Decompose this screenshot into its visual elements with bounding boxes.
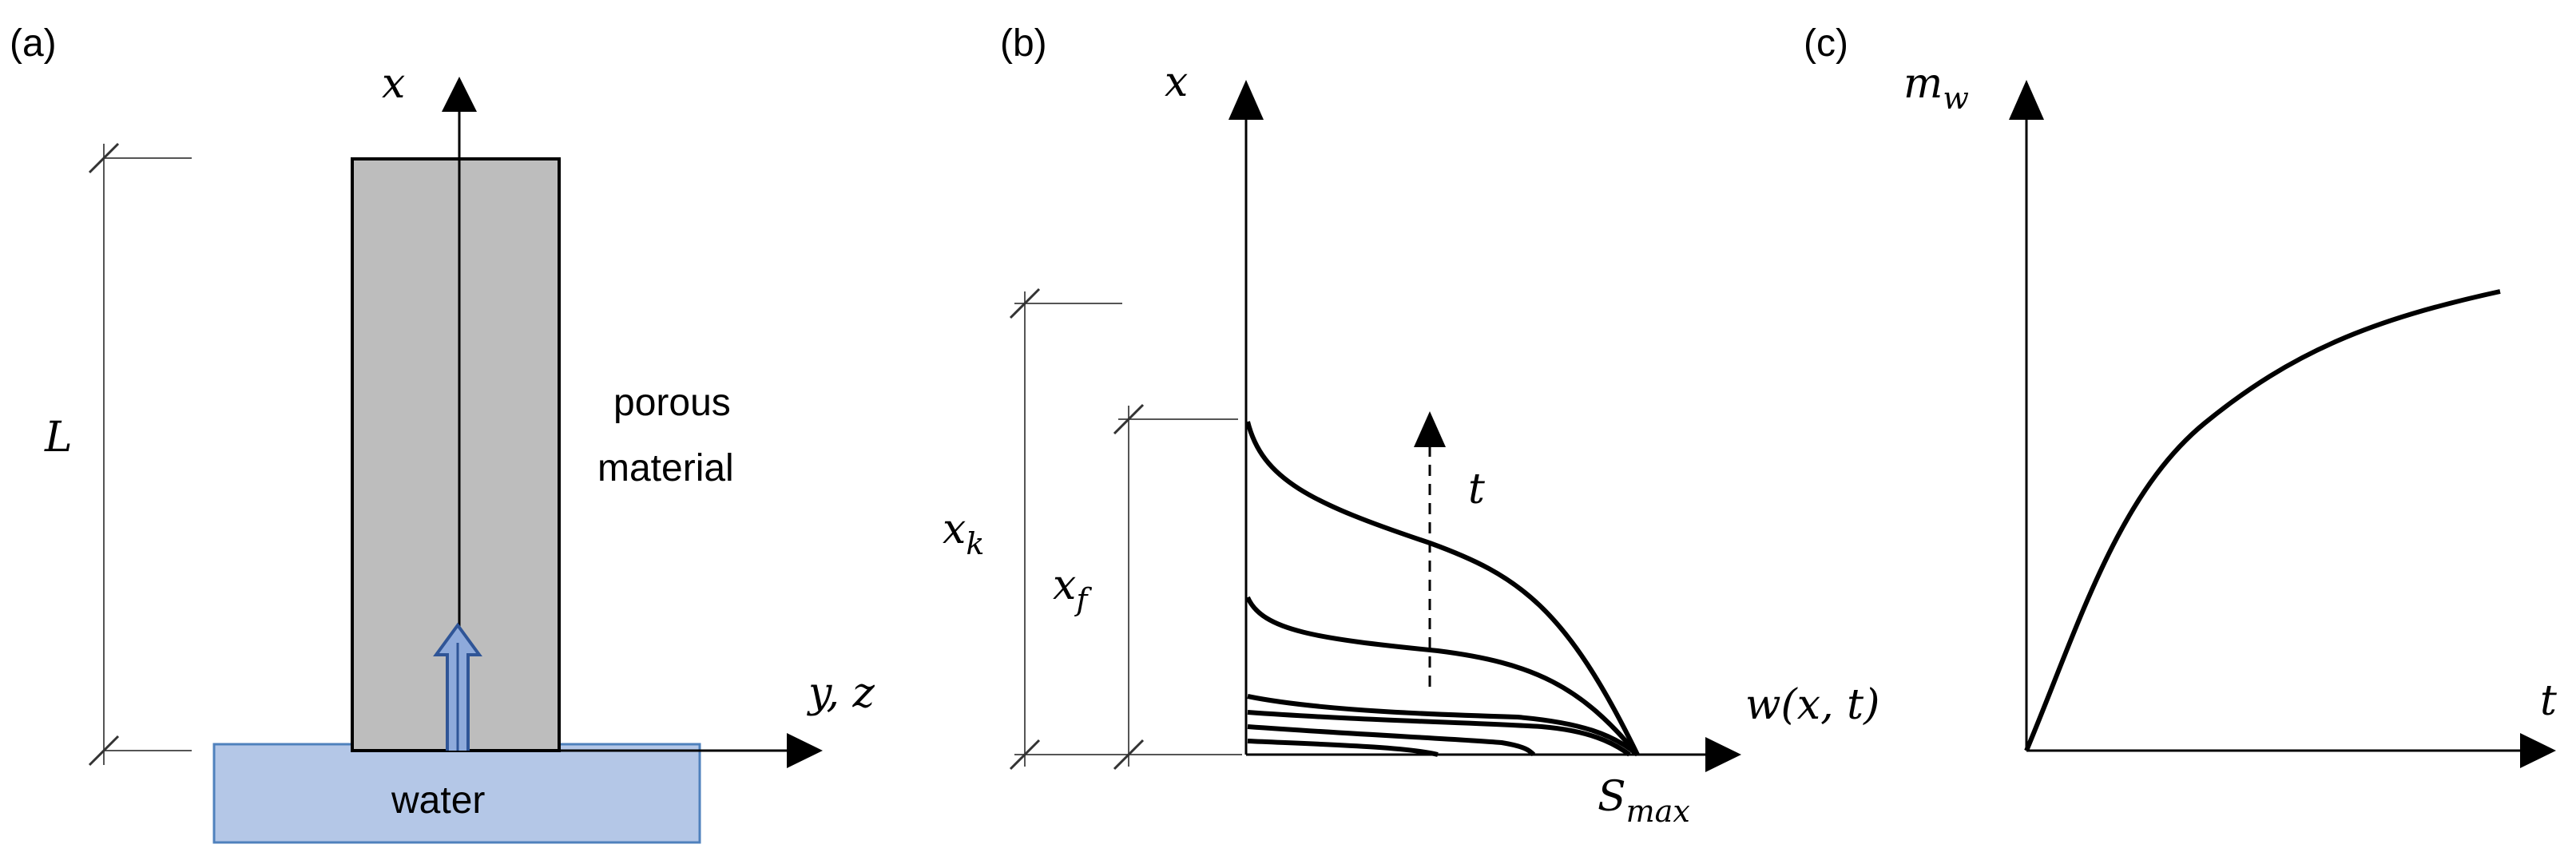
axis-c-t-label: t: [2540, 677, 2557, 725]
dimension-xf: [1113, 403, 1238, 771]
time-arrow-label: t: [1468, 466, 1485, 513]
xk-main: x: [943, 505, 966, 553]
time-arrow-head: [1414, 411, 1446, 447]
panel-a: (a) water x y, z L porous material: [10, 22, 875, 844]
axis-b-x-arrowhead: [1228, 80, 1264, 120]
panel-a-tag: (a): [10, 22, 57, 65]
axis-a-x-arrowhead: [442, 77, 477, 112]
axis-c-t-arrowhead: [2520, 733, 2556, 768]
axis-b-w-label: w(x, t): [1745, 681, 1879, 729]
xf-main: x: [1053, 561, 1076, 609]
porous-label-line1: porous: [613, 382, 731, 424]
dimension-L: [88, 142, 192, 767]
axis-c-m-label: mw: [1903, 60, 1969, 116]
xf-sub: f: [1074, 582, 1092, 617]
dimension-L-label: L: [44, 414, 73, 462]
dimension-xk: [1009, 287, 1242, 771]
profile-curve-2: [1247, 710, 1631, 757]
water-flow-arrow: [433, 622, 482, 751]
dimension-xf-label: xf: [1053, 561, 1092, 617]
panel-c-tag: (c): [1804, 22, 1848, 65]
axis-c-m-arrowhead: [2009, 80, 2044, 120]
panel-b-tag: (b): [1000, 22, 1047, 65]
profile-curve-1: [1247, 724, 1536, 757]
smax-main: S: [1598, 773, 1626, 821]
axis-a-x-label: x: [382, 60, 405, 108]
axis-b-w-arrowhead: [1705, 737, 1741, 772]
panel-c: (c) mw t: [1804, 22, 2557, 768]
porous-label-line2: material: [597, 447, 734, 489]
smax-sub: max: [1626, 794, 1690, 829]
profile-curve-3: [1247, 694, 1639, 757]
water-label: water: [391, 779, 485, 822]
profile-curve-0: [1247, 739, 1439, 757]
axis-c-m-sub: w: [1943, 81, 1969, 116]
axis-b-x-label: x: [1165, 58, 1188, 106]
axis-a-yz-arrowhead: [787, 733, 823, 768]
mass-uptake-curve: [2024, 289, 2501, 752]
moisture-profiles: [1245, 421, 1640, 757]
axis-a-yz-label: y, z: [807, 669, 875, 717]
profile-curve-4: [1245, 596, 1640, 756]
panel-b: (b) x w(x, t) Smax t: [943, 22, 1879, 829]
axis-c-m-main: m: [1903, 60, 1943, 108]
dimension-xk-label: xk: [943, 505, 984, 561]
water-basin: [212, 743, 701, 844]
smax-label: Smax: [1598, 773, 1690, 829]
xk-sub: k: [966, 526, 984, 561]
